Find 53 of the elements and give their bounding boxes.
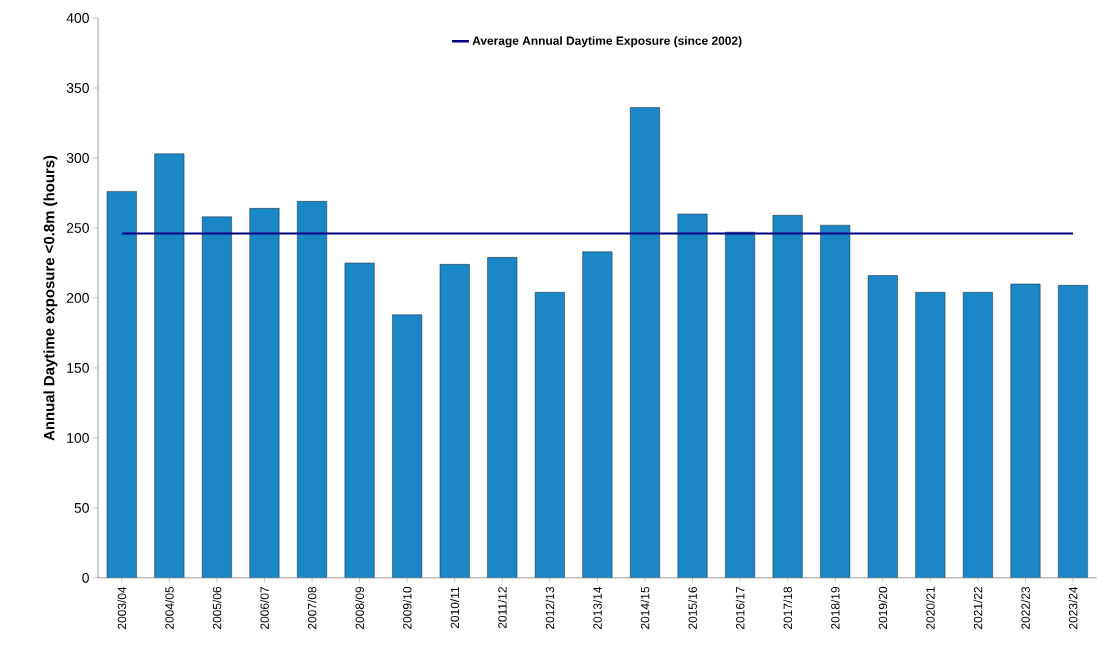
bar (915, 292, 946, 578)
y-tick-label: 250 (66, 223, 89, 233)
bar (820, 225, 850, 578)
bar (487, 257, 518, 578)
x-tick-label: 2018/19 (830, 587, 840, 630)
x-tick-label: 2006/07 (260, 587, 269, 630)
bar (1058, 285, 1088, 578)
y-tick-label: 350 (66, 83, 89, 93)
y-tick-label: 300 (66, 153, 89, 163)
bar (630, 107, 660, 578)
x-tick-label: 2023/24 (1068, 586, 1078, 630)
x-tick-label: 2011/12 (497, 587, 507, 629)
x-tick-label: 2015/16 (688, 586, 697, 630)
x-tick-label: 2020/21 (925, 587, 935, 630)
bar (535, 292, 565, 578)
x-tick-label: 2016/17 (735, 587, 745, 630)
x-tick-label: 2008/09 (355, 587, 364, 630)
x-tick-label: 2010/11 (450, 587, 460, 629)
bar (868, 275, 898, 578)
y-tick-label: 50 (74, 503, 89, 513)
x-tick-label: 2012/13 (545, 586, 555, 630)
bar (249, 208, 280, 578)
bar (677, 214, 708, 578)
y-tick-label: 0 (82, 572, 89, 583)
x-tick-label: 2007/08 (307, 586, 317, 630)
x-tick-label: 2019/20 (878, 586, 888, 630)
x-tick-label: 2013/14 (593, 586, 602, 630)
bar (344, 263, 375, 578)
x-tick-label: 2021/22 (973, 587, 983, 630)
bar (772, 215, 803, 578)
x-tick-label: 2017/18 (783, 586, 793, 630)
x-tick-label: 2004/05 (164, 586, 174, 630)
x-tick-label: 2014/15 (640, 586, 650, 630)
bar (582, 251, 613, 578)
bar (439, 264, 470, 578)
y-tick-label: 200 (66, 293, 89, 303)
bar (107, 191, 137, 578)
y-tick-label: 100 (67, 433, 89, 443)
legend-label: Average Annual Daytime Exposure (since 2002) (472, 36, 742, 48)
y-axis-title: Annual Daytime exposure <0.8m (hours) (43, 155, 58, 441)
x-tick-label: 2022/23 (1021, 586, 1030, 630)
bar (392, 314, 422, 578)
bar (202, 216, 232, 578)
bar (1010, 284, 1041, 578)
x-tick-label: 2009/10 (402, 586, 412, 630)
y-tick-label: 150 (67, 363, 89, 373)
bar (297, 201, 327, 578)
bar (963, 292, 993, 578)
y-tick-label: 400 (66, 13, 89, 23)
bar (725, 232, 755, 578)
bar (154, 153, 185, 578)
x-tick-label: 2005/06 (212, 586, 222, 630)
x-tick-label: 2003/04 (117, 586, 127, 630)
